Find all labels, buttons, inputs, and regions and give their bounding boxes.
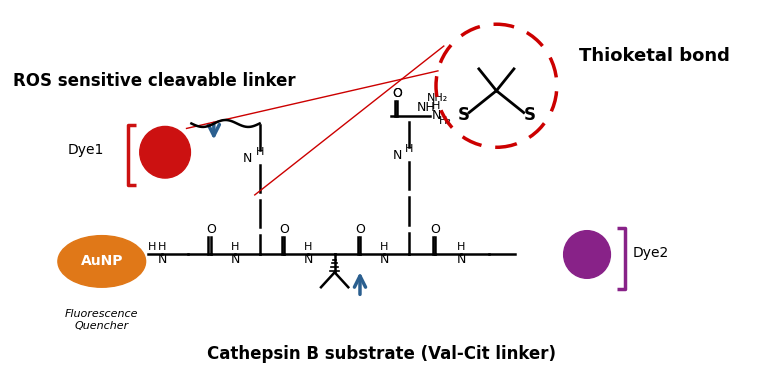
Text: O: O (430, 223, 440, 236)
Text: N: N (231, 253, 240, 266)
Text: N: N (392, 149, 401, 162)
Text: AuNP: AuNP (80, 254, 123, 269)
Text: H: H (255, 147, 264, 157)
Text: H: H (404, 144, 413, 154)
Text: O: O (279, 223, 289, 236)
Text: N: N (244, 152, 253, 165)
Text: N: N (303, 253, 313, 266)
Text: ROS sensitive cleavable linker: ROS sensitive cleavable linker (13, 72, 296, 90)
Text: N: N (457, 253, 466, 266)
Text: O: O (392, 87, 402, 100)
Text: O: O (206, 223, 216, 236)
Text: NH₂: NH₂ (427, 93, 449, 103)
Text: H: H (149, 241, 156, 251)
Text: Fluorescence
Quencher: Fluorescence Quencher (65, 309, 139, 331)
Text: H: H (457, 241, 466, 251)
Text: S: S (457, 106, 470, 124)
Ellipse shape (58, 235, 146, 287)
Text: N: N (431, 109, 440, 122)
Text: Thioketal bond: Thioketal bond (579, 47, 730, 65)
Text: Dye2: Dye2 (633, 247, 669, 260)
Text: H: H (304, 241, 313, 251)
Text: N: N (158, 253, 167, 266)
Text: H₂: H₂ (439, 116, 452, 126)
Text: O: O (355, 223, 365, 236)
Text: H: H (380, 241, 388, 251)
Text: O: O (392, 87, 402, 100)
Circle shape (564, 231, 611, 278)
Text: Cathepsin B substrate (Val-Cit linker): Cathepsin B substrate (Val-Cit linker) (207, 345, 556, 363)
Text: H: H (231, 241, 240, 251)
Text: Dye1: Dye1 (67, 143, 103, 157)
Text: H: H (158, 241, 166, 251)
Text: N: N (380, 253, 389, 266)
Text: H: H (432, 100, 440, 110)
Text: NH: NH (417, 101, 436, 114)
Text: S: S (523, 106, 535, 124)
Circle shape (139, 126, 191, 178)
